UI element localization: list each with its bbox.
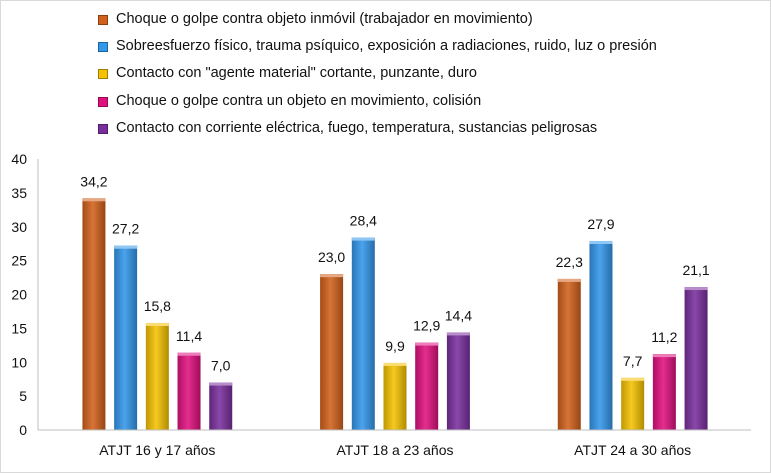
data-label: 27,2 [112,221,139,237]
bar-top-highlight [621,377,645,381]
bar [351,237,375,430]
x-tick-label: ATJT 24 a 30 años [574,442,691,458]
bar [557,278,581,430]
bar-top-highlight [145,322,169,326]
data-label: 11,4 [176,328,202,344]
data-label: 7,7 [623,353,643,369]
data-label: 34,2 [80,173,107,189]
bar-top-highlight [320,274,344,278]
legend-label: Contacto con "agente material" cortante,… [116,65,477,82]
data-label: 9,9 [385,338,405,354]
legend-swatch [98,69,108,80]
data-label: 27,9 [587,216,614,232]
bar-top-highlight [415,342,439,346]
x-tick-label: ATJT 16 y 17 años [99,442,215,458]
bar [652,354,676,430]
legend-swatch [98,123,108,134]
data-label: 28,4 [350,213,377,229]
bar-top-highlight [114,245,138,249]
y-tick-label: 25 [11,253,27,269]
bar-top-highlight [209,382,233,386]
y-tick-label: 0 [19,422,27,438]
legend-swatch [98,42,108,53]
bar [621,377,645,430]
bar [145,322,169,430]
y-tick-label: 15 [11,320,27,336]
bar [177,352,201,430]
data-label: 21,1 [682,262,709,278]
data-label: 14,4 [445,307,472,323]
bar [446,332,470,430]
bar-top-highlight [557,278,581,282]
bar-top-highlight [446,332,470,336]
legend-label: Choque o golpe contra objeto inmóvil (tr… [116,11,533,27]
bar-top-highlight [351,237,375,241]
data-label: 12,9 [413,318,440,334]
data-label: 15,8 [144,298,171,314]
bar [320,274,344,430]
bar-top-highlight [652,354,676,358]
bar [114,245,138,430]
y-tick-label: 40 [11,151,27,167]
y-tick-label: 30 [11,219,27,235]
bar-top-highlight [177,352,201,356]
y-tick-label: 20 [11,287,27,303]
bar [415,342,439,430]
legend-label: Choque o golpe contra un objeto en movim… [116,92,482,109]
bar-top-highlight [589,240,613,244]
bar-top-highlight [383,362,407,366]
data-label: 23,0 [318,249,345,265]
data-label: 11,2 [651,329,677,345]
y-tick-label: 35 [11,185,27,201]
bar [383,362,407,430]
data-label: 22,3 [556,254,583,270]
bar-top-highlight [82,198,106,202]
bar [82,198,106,430]
data-label: 7,0 [211,358,231,374]
bar [684,287,708,430]
legend-swatch [98,96,108,107]
x-tick-label: ATJT 18 a 23 años [337,442,454,458]
y-tick-label: 10 [11,354,27,370]
bar [209,382,233,430]
y-tick-label: 5 [19,388,27,404]
legend-label: Contacto con corriente eléctrica, fuego,… [116,119,598,136]
bar [589,240,613,430]
legend-swatch [98,15,108,25]
bar-top-highlight [684,287,708,291]
legend-label: Sobreesfuerzo físico, trauma psíquico, e… [116,38,657,55]
